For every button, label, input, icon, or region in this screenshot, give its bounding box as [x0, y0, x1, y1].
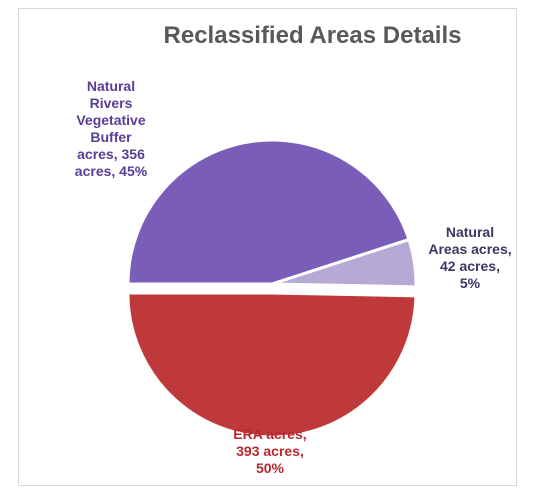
data-label-era: ERA acres, 393 acres, 50%: [233, 426, 307, 476]
pie-slice-natural-rivers-vegetative-buffer-acres: [126, 138, 411, 286]
pie-slice-natural-areas-acres: [270, 238, 418, 289]
pie-slice-era-acres: [126, 291, 418, 439]
data-label-natural-rivers: Natural Rivers Vegetative Buffer acres, …: [74, 78, 148, 179]
data-label-natural-areas: Natural Areas acres, 42 acres, 5%: [428, 224, 512, 291]
chart-title: Reclassified Areas Details: [163, 22, 462, 49]
